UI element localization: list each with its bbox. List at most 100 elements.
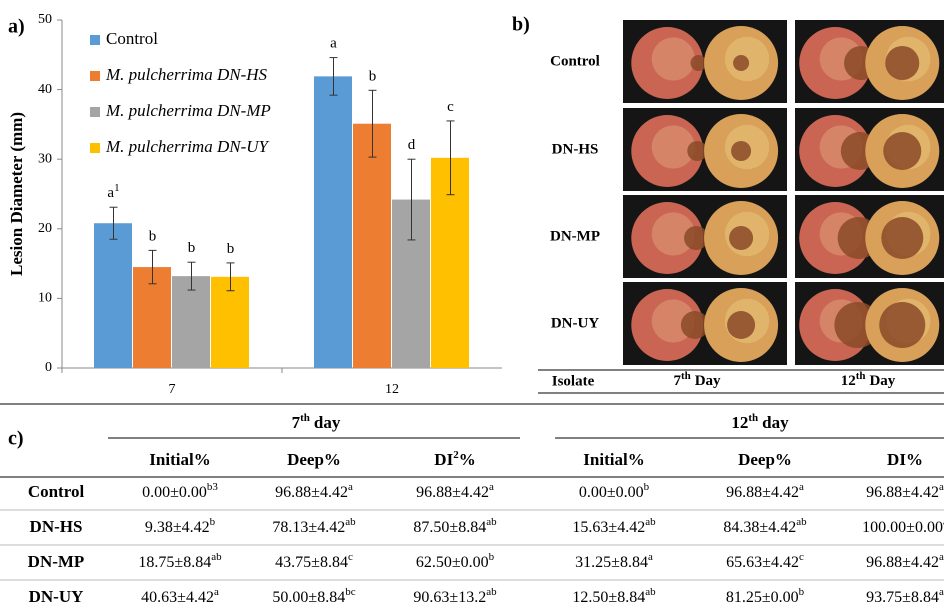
text-part: 0.00±0.00 xyxy=(142,484,207,501)
superscript: ab xyxy=(486,516,497,528)
text-part: DI xyxy=(434,450,453,469)
significance-letter: a1 xyxy=(107,182,119,202)
legend-swatch xyxy=(90,35,100,45)
column-header: DI% xyxy=(887,450,923,469)
superscript: ab xyxy=(211,551,222,563)
footer-label: Isolate xyxy=(552,373,595,389)
bar xyxy=(353,124,391,368)
text-part: Day xyxy=(869,373,895,389)
table-cell: 96.88±4.42a xyxy=(275,481,353,501)
text-part: 100.00±0.00 xyxy=(862,519,943,536)
row-label: DN-HS xyxy=(30,517,83,536)
table-cell: 96.88±4.42a xyxy=(726,481,804,501)
column-header: Deep% xyxy=(738,450,792,469)
significance-letter: a xyxy=(330,36,337,52)
lesion xyxy=(879,302,925,348)
text-part: 15.63±4.42 xyxy=(572,519,645,536)
text-part: Deep% xyxy=(287,450,341,469)
superscript: a xyxy=(489,481,494,493)
row-label: DN-UY xyxy=(551,315,599,331)
legend-swatch xyxy=(90,107,100,117)
text-part: 87.50±8.84 xyxy=(413,519,486,536)
significance-letter: b xyxy=(149,229,157,245)
superscript: a xyxy=(939,551,944,563)
superscript: ab xyxy=(645,516,656,528)
superscript: ab xyxy=(345,516,356,528)
superscript: b xyxy=(799,586,805,598)
table-cell: 65.63±4.42c xyxy=(726,551,804,571)
y-tick-label: 10 xyxy=(38,291,52,306)
text-part: 93.75±8.84 xyxy=(866,589,939,605)
text-part: 9.38±4.42 xyxy=(145,519,210,536)
superscript: a xyxy=(348,481,353,493)
superscript: a xyxy=(214,586,219,598)
significance-letter: b xyxy=(369,69,377,85)
superscript: ab xyxy=(486,586,497,598)
column-header: Initial% xyxy=(583,450,644,469)
significance-letter: d xyxy=(408,138,416,154)
superscript: a xyxy=(648,551,653,563)
table-cell: 96.88±4.42a xyxy=(866,481,944,501)
table-cell: 90.63±13.2ab xyxy=(413,586,497,605)
table-cell: 0.00±0.00b xyxy=(579,481,650,501)
text-part: day xyxy=(762,413,789,432)
text-part: 18.75±8.84 xyxy=(138,554,211,571)
superscript: b xyxy=(644,481,650,493)
superscript: th xyxy=(300,412,310,424)
text-part: 96.88±4.42 xyxy=(726,484,799,501)
y-tick-label: 20 xyxy=(38,221,52,236)
text-part: 78.13±4.42 xyxy=(272,519,345,536)
text-part: b xyxy=(188,241,196,257)
superscript: c xyxy=(799,551,804,563)
table-cell: 12.50±8.84ab xyxy=(572,586,656,605)
table-cell: 31.25±8.84a xyxy=(575,551,653,571)
text-part: 12 xyxy=(841,373,856,389)
table-cell: 87.50±8.84ab xyxy=(413,516,497,536)
table-cell: 0.00±0.00b3 xyxy=(142,481,218,501)
row-label: DN-UY xyxy=(29,587,84,605)
row-label: Control xyxy=(550,53,600,69)
superscript: b xyxy=(489,551,495,563)
y-tick-label: 0 xyxy=(45,360,52,375)
y-tick-label: 50 xyxy=(38,12,52,27)
bar xyxy=(314,76,352,368)
table-cell: 50.00±8.84bc xyxy=(272,586,355,605)
legend-swatch xyxy=(90,143,100,153)
superscript: a xyxy=(939,586,944,598)
text-part: Day xyxy=(695,373,721,389)
text-part: 0.00±0.00 xyxy=(579,484,644,501)
y-tick-label: 40 xyxy=(38,82,52,97)
text-part: 40.63±4.42 xyxy=(141,589,214,605)
superscript: bc xyxy=(345,586,356,598)
text-part: 96.88±4.42 xyxy=(866,484,939,501)
text-part: 65.63±4.42 xyxy=(726,554,799,571)
significance-letter: b xyxy=(227,241,235,257)
page: {"chart_data": {"type": "bar", "panel_la… xyxy=(0,0,944,605)
text-part: c xyxy=(447,99,454,115)
significance-letter: c xyxy=(447,99,454,115)
text-part: Initial% xyxy=(583,450,644,469)
superscript: ab xyxy=(796,516,807,528)
text-part: 50.00±8.84 xyxy=(272,589,345,605)
text-part: 62.50±0.00 xyxy=(416,554,489,571)
row-label: DN-MP xyxy=(28,552,85,571)
superscript: 1 xyxy=(114,182,120,194)
table-cell: 18.75±8.84ab xyxy=(138,551,222,571)
x-tick-label: 12 xyxy=(385,382,399,397)
legend-swatch xyxy=(90,71,100,81)
superscript: th xyxy=(856,370,866,382)
superscript: c xyxy=(348,551,353,563)
text-part: 96.88±4.42 xyxy=(866,554,939,571)
text-part: day xyxy=(314,413,341,432)
superscript: th xyxy=(681,370,691,382)
text-part: b xyxy=(227,241,235,257)
y-axis-label: Lesion Diameter (mm) xyxy=(7,112,26,276)
group-header: 7thday xyxy=(292,412,341,432)
lesion xyxy=(731,141,751,161)
table-cell: 96.88±4.42a xyxy=(866,551,944,571)
text-part: b xyxy=(149,229,157,245)
table-cell: 100.00±0.00a xyxy=(862,516,944,536)
superscript: ab xyxy=(645,586,656,598)
text-part: 43.75±8.84 xyxy=(275,554,348,571)
significance-letter: b xyxy=(188,241,196,257)
